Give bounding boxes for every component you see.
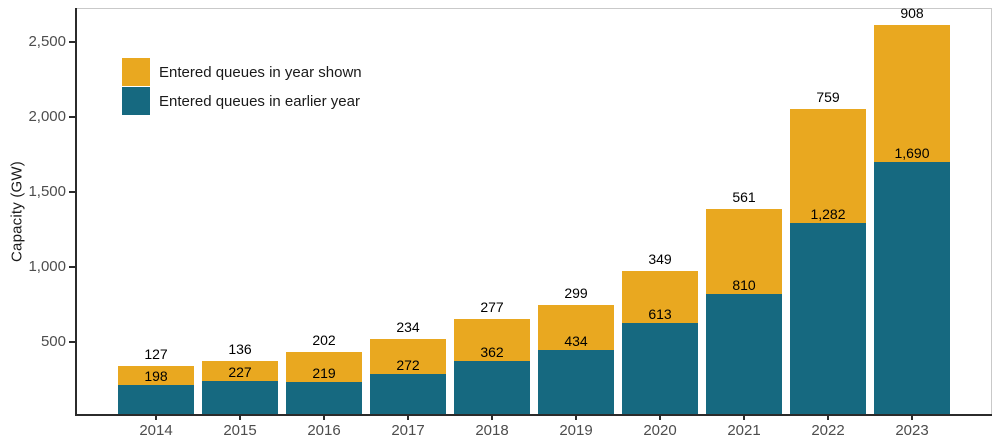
legend-label-earlier-year: Entered queues in earlier year [159, 92, 360, 110]
y-tick [69, 191, 75, 193]
x-tick [659, 415, 661, 420]
x-tick-label: 2021 [727, 422, 761, 439]
bar-segment-shown [454, 319, 530, 361]
bar-segment-earlier [790, 222, 866, 415]
bar-label-earlier: 434 [564, 332, 588, 349]
legend-swatch-earlier-year [122, 87, 150, 115]
bar-segment-earlier [706, 293, 782, 415]
bar-label-earlier: 362 [480, 343, 504, 360]
bar-segment-earlier [454, 360, 530, 415]
bar-segment-earlier [538, 349, 614, 415]
y-tick [69, 41, 75, 43]
bar-label-shown: 234 [396, 319, 420, 336]
y-tick [69, 116, 75, 118]
x-tick [407, 415, 409, 420]
x-tick-label: 2022 [811, 422, 845, 439]
bar-label-shown: 277 [480, 299, 504, 316]
x-tick [827, 415, 829, 420]
bar-label-earlier: 198 [144, 368, 168, 385]
x-tick-label: 2020 [643, 422, 677, 439]
bar-label-shown: 561 [732, 189, 756, 206]
x-tick [491, 415, 493, 420]
x-tick [575, 415, 577, 420]
bar-segment-earlier [118, 385, 194, 415]
bar-label-earlier: 272 [396, 357, 420, 374]
bar-label-shown: 202 [312, 331, 336, 348]
x-tick-label: 2023 [895, 422, 929, 439]
bar-segment-shown [538, 305, 614, 350]
bar-label-shown: 759 [816, 88, 840, 105]
plot-panel: Entered queues in year shown Entered que… [28, 5, 992, 439]
x-tick-label: 2015 [223, 422, 257, 439]
x-tick [155, 415, 157, 420]
bar-segment-earlier [202, 380, 278, 415]
bar-segment-earlier [370, 374, 446, 415]
bar-label-shown: 136 [228, 340, 252, 357]
bar-segment-shown [202, 360, 278, 381]
legend-item-earlier-year: Entered queues in earlier year [122, 87, 362, 115]
bar-label-earlier: 1,690 [894, 144, 930, 161]
y-tick-label: 2,500 [28, 33, 66, 50]
x-tick-label: 2014 [139, 422, 173, 439]
legend-swatch-year-shown [122, 58, 150, 86]
legend-label-year-shown: Entered queues in year shown [159, 63, 362, 81]
y-tick-label: 2,000 [28, 108, 66, 125]
bar-label-shown: 908 [900, 5, 924, 22]
bar-segment-earlier [874, 161, 950, 415]
x-tick [323, 415, 325, 420]
bar-label-earlier: 227 [228, 363, 252, 380]
bar-label-earlier: 810 [732, 276, 756, 293]
bar-label-shown: 127 [144, 346, 168, 363]
bar-segment-earlier [622, 323, 698, 415]
y-axis-title: Capacity (GW) [8, 161, 26, 263]
bar-segment-shown [622, 270, 698, 324]
y-tick [69, 341, 75, 343]
legend: Entered queues in year shown Entered que… [122, 58, 362, 116]
bar-segment-shown [706, 209, 782, 294]
y-axis-line [75, 8, 77, 416]
bar-segment-shown [370, 339, 446, 375]
bar-label-earlier: 219 [312, 365, 336, 382]
y-tick-label: 1,500 [28, 183, 66, 200]
y-tick-label: 1,000 [28, 258, 66, 275]
x-tick [239, 415, 241, 420]
legend-item-year-shown: Entered queues in year shown [122, 58, 362, 86]
bar-segment-shown [790, 108, 866, 223]
y-tick-label: 500 [40, 333, 66, 350]
bar-segment-shown [118, 366, 194, 386]
x-tick [911, 415, 913, 420]
x-tick-label: 2019 [559, 422, 593, 439]
y-tick [69, 266, 75, 268]
x-tick-label: 2018 [475, 422, 509, 439]
x-axis-line [75, 414, 992, 416]
bar-label-shown: 299 [564, 285, 588, 302]
bar-segment-shown [286, 351, 362, 383]
bar-segment-shown [874, 25, 950, 162]
bar-label-earlier: 1,282 [810, 205, 846, 222]
bar-label-earlier: 613 [648, 306, 672, 323]
bar-segment-earlier [286, 382, 362, 415]
x-tick [743, 415, 745, 420]
x-tick-label: 2017 [391, 422, 425, 439]
x-tick-label: 2016 [307, 422, 341, 439]
bar-label-shown: 349 [648, 250, 672, 267]
